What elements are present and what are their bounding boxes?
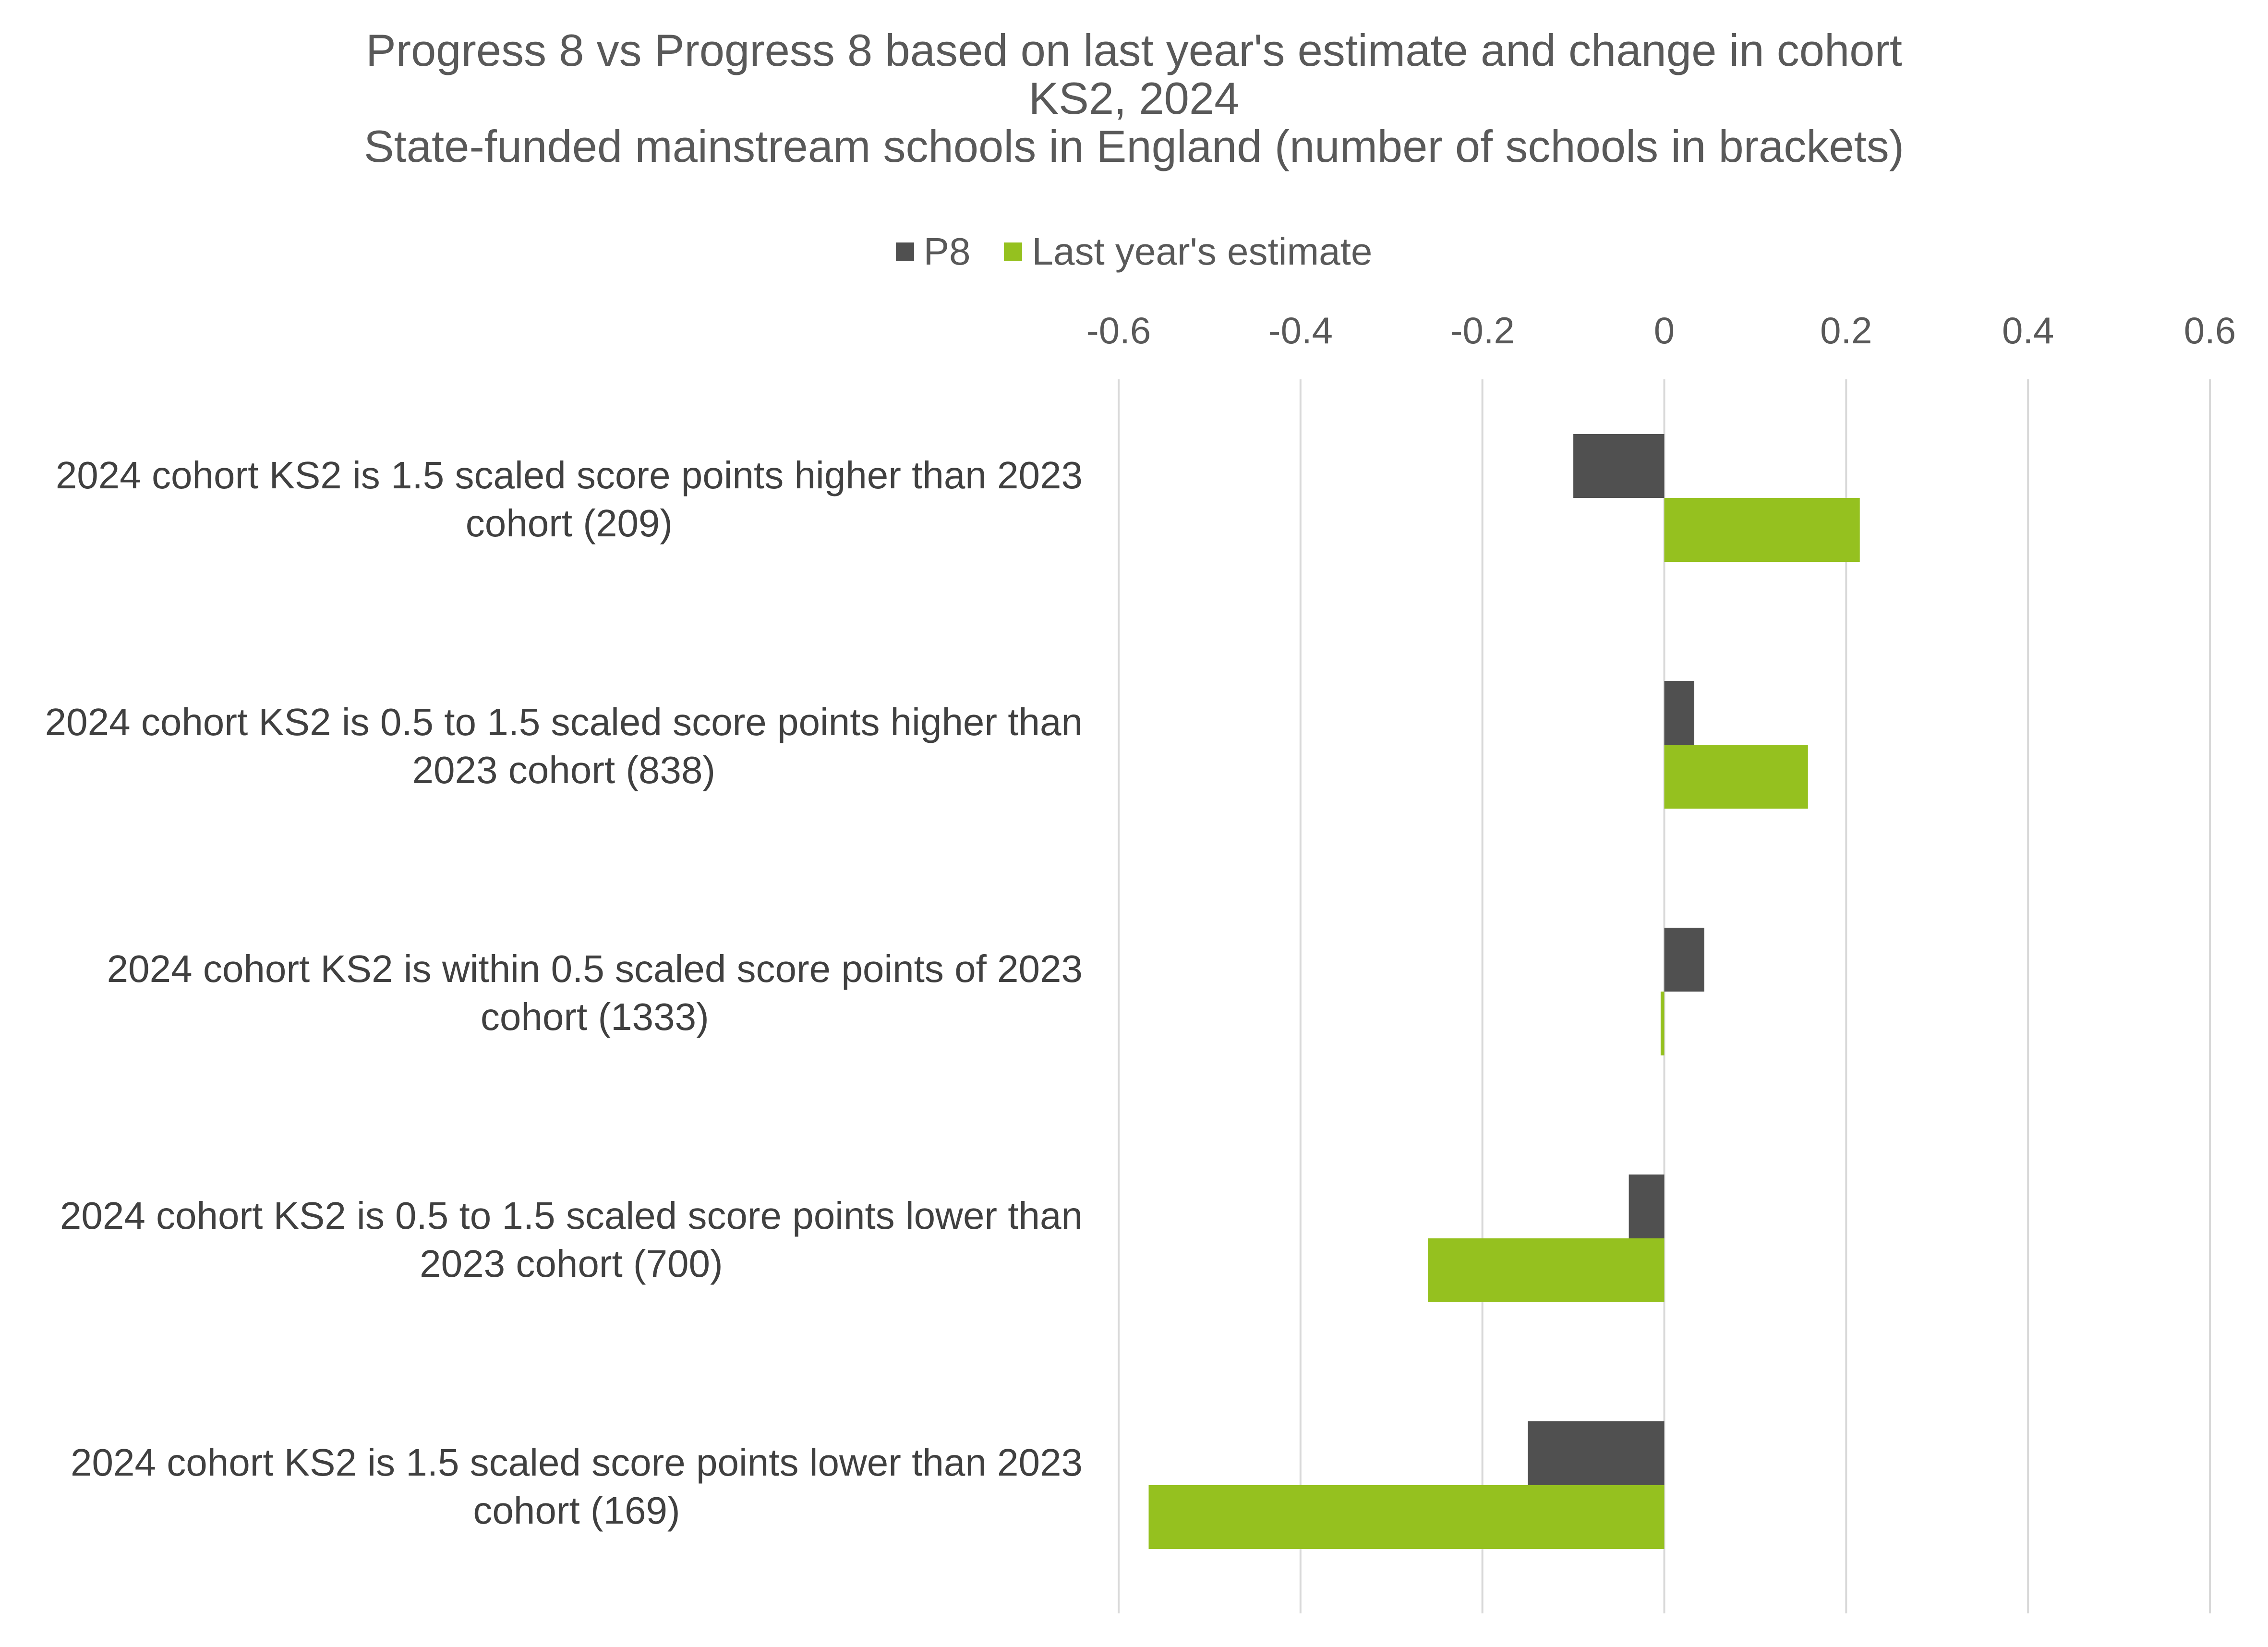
category-label: cohort (1333) [481,995,709,1038]
chart-title: Progress 8 vs Progress 8 based on last y… [0,26,2268,170]
bar-p8 [1664,681,1695,745]
bar-last-year-estimate [1660,992,1665,1055]
x-tick-label: 0.4 [2002,309,2054,351]
chart-title-line-1: Progress 8 vs Progress 8 based on last y… [366,25,1902,75]
bar-p8 [1664,928,1704,992]
x-tick-label: 0 [1654,309,1675,351]
category-label: cohort (169) [473,1489,680,1532]
bar-last-year-estimate [1148,1485,1665,1549]
chart-title-line-2: KS2, 2024 [1028,73,1240,123]
bar-last-year-estimate [1664,498,1860,562]
legend-swatch-p8 [895,242,914,261]
x-tick-label: 0.6 [2184,309,2236,351]
x-tick-label: -0.4 [1268,309,1333,351]
category-label: 2023 cohort (838) [412,749,716,791]
bar-last-year-estimate [1664,745,1808,809]
category-label: cohort (209) [466,502,673,545]
legend-item-p8: P8 [895,230,971,274]
legend-swatch-last-year-estimate [1004,242,1023,261]
bar-p8 [1528,1421,1665,1485]
legend-item-last-year-estimate: Last year's estimate [1004,230,1372,274]
category-label: 2024 cohort KS2 is 1.5 scaled score poin… [56,454,1083,497]
x-tick-label: 0.2 [1820,309,1872,351]
category-label: 2024 cohort KS2 is 1.5 scaled score poin… [71,1441,1083,1484]
legend: P8 Last year's estimate [0,230,2268,274]
bar-p8 [1573,434,1665,498]
chart-title-line-3: State-funded mainstream schools in Engla… [363,121,1905,171]
bar-p8 [1629,1175,1665,1238]
bar-last-year-estimate [1428,1238,1665,1302]
legend-label-p8: P8 [923,230,971,273]
legend-label-last-year-estimate: Last year's estimate [1032,230,1373,273]
category-label: 2023 cohort (700) [420,1242,723,1285]
x-tick-label: -0.2 [1450,309,1514,351]
x-tick-label: -0.6 [1086,309,1151,351]
category-label: 2024 cohort KS2 is 0.5 to 1.5 scaled sco… [60,1194,1083,1237]
category-label: 2024 cohort KS2 is 0.5 to 1.5 scaled sco… [45,701,1083,743]
category-label: 2024 cohort KS2 is within 0.5 scaled sco… [107,947,1083,990]
